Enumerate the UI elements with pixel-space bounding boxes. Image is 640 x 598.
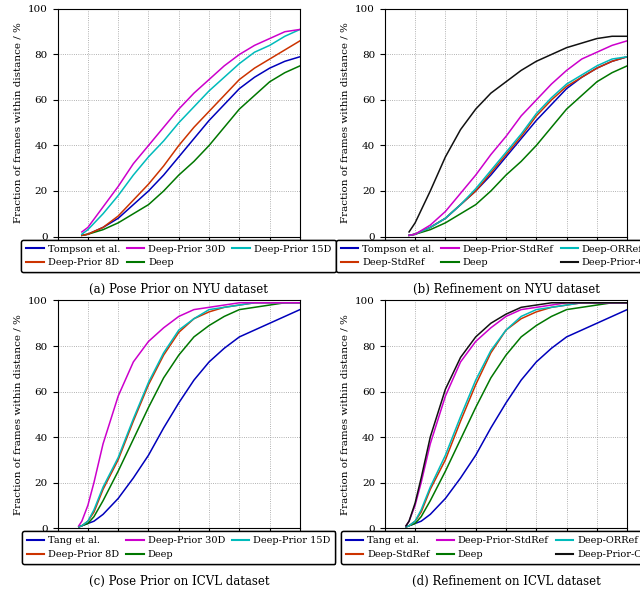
Legend: Tang et al., Deep-StdRef, Deep-Prior-StdRef, Deep, Deep-ORRef, Deep-Prior-ORRef: Tang et al., Deep-StdRef, Deep-Prior-Std… [341,531,640,564]
X-axis label: Distance threshold / mm: Distance threshold / mm [442,261,571,270]
Y-axis label: Fraction of frames within distance / %: Fraction of frames within distance / % [340,22,349,223]
X-axis label: Distance threshold / mm: Distance threshold / mm [114,261,243,270]
Legend: Tompson et al., Deep-Prior 8D, Deep-Prior 30D, Deep, Deep-Prior 15D: Tompson et al., Deep-Prior 8D, Deep-Prio… [22,240,336,272]
Legend: Tang et al., Deep-Prior 8D, Deep-Prior 30D, Deep, Deep-Prior 15D: Tang et al., Deep-Prior 8D, Deep-Prior 3… [22,531,335,564]
Y-axis label: Fraction of frames within distance / %: Fraction of frames within distance / % [13,22,22,223]
Y-axis label: Fraction of frames within distance / %: Fraction of frames within distance / % [13,314,22,515]
Legend: Tompson et al., Deep-StdRef, Deep-Prior-StdRef, Deep, Deep-ORRef, Deep-Prior-ORR: Tompson et al., Deep-StdRef, Deep-Prior-… [336,240,640,272]
X-axis label: Distance threshold / mm: Distance threshold / mm [442,553,571,562]
Text: (c) Pose Prior on ICVL dataset: (c) Pose Prior on ICVL dataset [88,575,269,588]
X-axis label: Distance threshold / mm: Distance threshold / mm [114,553,243,562]
Text: (d) Refinement on ICVL dataset: (d) Refinement on ICVL dataset [412,575,600,588]
Y-axis label: Fraction of frames within distance / %: Fraction of frames within distance / % [340,314,349,515]
Text: (b) Refinement on NYU dataset: (b) Refinement on NYU dataset [413,283,600,296]
Text: (a) Pose Prior on NYU dataset: (a) Pose Prior on NYU dataset [90,283,268,296]
